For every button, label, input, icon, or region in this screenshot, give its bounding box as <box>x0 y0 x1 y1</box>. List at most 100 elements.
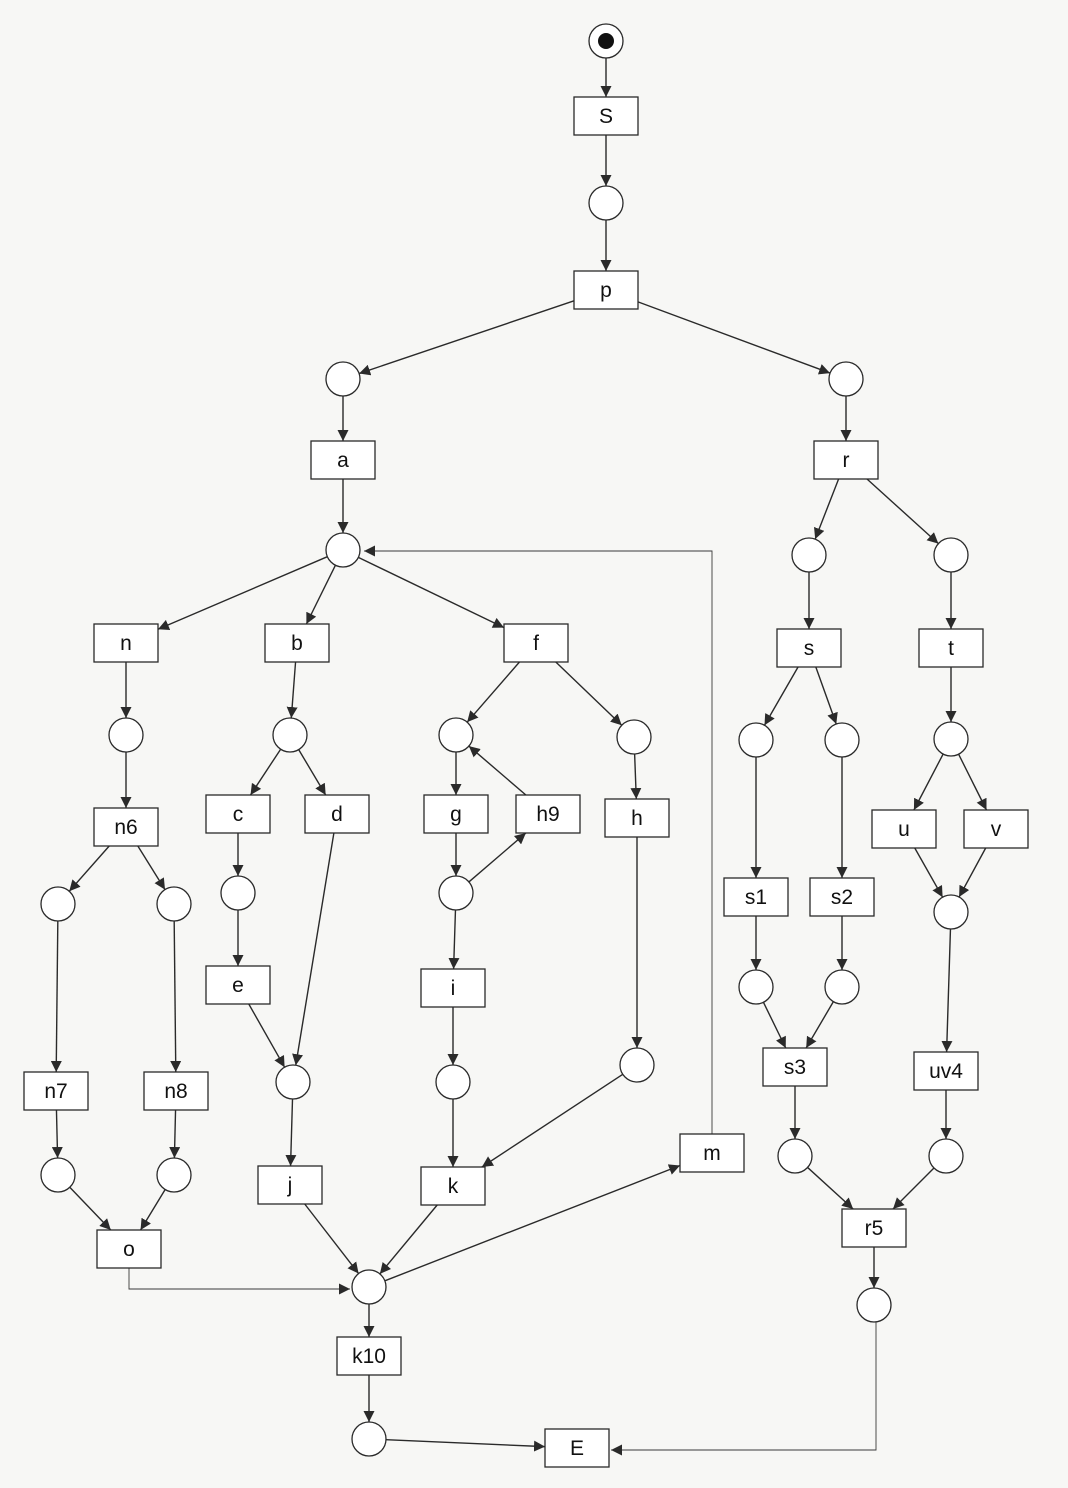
arc-p30-to-E <box>385 1439 546 1452</box>
place-p12 <box>824 722 860 758</box>
arc-p4-to-b <box>305 564 337 625</box>
transition-label: j <box>287 1174 293 1197</box>
transition-label: b <box>291 632 303 655</box>
place-circle <box>933 537 969 573</box>
transition-label: i <box>451 977 456 1000</box>
transition-label: o <box>123 1238 135 1261</box>
transition-label: n8 <box>164 1080 187 1103</box>
place-p9 <box>438 717 474 753</box>
place-circle <box>824 969 860 1005</box>
place-circle <box>791 537 827 573</box>
place-circle <box>272 717 308 753</box>
arc-p25-to-r5 <box>892 1167 935 1210</box>
arc-u-to-p18 <box>914 847 944 898</box>
transition-box <box>503 623 569 663</box>
place-circle <box>220 875 256 911</box>
transition-p: p <box>573 270 639 310</box>
transition-k10: k10 <box>336 1336 402 1376</box>
arc-f-to-p10 <box>555 661 623 726</box>
transition-box <box>336 1336 402 1376</box>
transition-n8: n8 <box>143 1071 209 1111</box>
place-p23 <box>619 1047 655 1083</box>
transitions-layer: Sp a r n b f s t n6 c d g h9 h u v s1 s2 e i n7 n8 s3 uv4 m j k o r5… <box>23 96 1029 1468</box>
place-p16 <box>220 875 256 911</box>
transition-box <box>963 809 1029 849</box>
place-circle <box>438 875 474 911</box>
transition-box <box>310 440 376 480</box>
arc-p13-to-v <box>957 753 988 811</box>
transition-b: b <box>264 623 330 663</box>
transition-label: d <box>331 803 343 826</box>
transition-E: E <box>544 1428 610 1468</box>
transition-box <box>420 968 486 1008</box>
place-circle <box>275 1064 311 1100</box>
transition-label: s2 <box>831 886 853 909</box>
transition-box <box>205 794 271 834</box>
transition-box <box>871 809 937 849</box>
arc-p13-to-u <box>913 753 944 811</box>
arc-n6-to-p14 <box>68 845 110 892</box>
transition-label: uv4 <box>929 1060 963 1083</box>
transition-label: k10 <box>352 1345 386 1368</box>
arc-p24-to-r5 <box>807 1166 854 1210</box>
arc-p28-to-m <box>384 1164 681 1282</box>
place-circle <box>325 532 361 568</box>
transition-box <box>96 1229 162 1269</box>
arc-p17-to-h9 <box>468 832 527 883</box>
place-p22 <box>435 1064 471 1100</box>
transition-box <box>143 1071 209 1111</box>
transition-box <box>679 1133 745 1173</box>
place-p8 <box>272 717 308 753</box>
transition-label: r <box>843 449 850 472</box>
place-circle <box>738 722 774 758</box>
transition-box <box>93 623 159 663</box>
transition-box <box>573 96 639 136</box>
arc-p29-to-E <box>611 1321 877 1456</box>
transition-label: g <box>450 803 462 826</box>
transition-h: h <box>604 798 670 838</box>
transition-s2: s2 <box>809 877 875 917</box>
transition-k: k <box>420 1166 486 1206</box>
transition-u: u <box>871 809 937 849</box>
transition-label: h <box>631 807 643 830</box>
arc-h9-to-p9 <box>468 745 527 796</box>
transition-box <box>841 1208 907 1248</box>
arc-p8-to-d <box>298 749 327 796</box>
place-circle <box>156 886 192 922</box>
place-p_start <box>588 23 624 59</box>
place-p20 <box>824 969 860 1005</box>
place-circle <box>588 185 624 221</box>
place-p13 <box>933 721 969 757</box>
places-layer <box>40 23 969 1457</box>
arc-r-to-p5 <box>814 478 840 540</box>
arc-p21-to-j <box>285 1098 297 1167</box>
transition-o: o <box>96 1229 162 1269</box>
arc-p20-to-s3 <box>805 1001 834 1049</box>
transition-j: j <box>257 1165 323 1205</box>
place-circle <box>435 1064 471 1100</box>
arc-d-to-p21 <box>292 832 335 1066</box>
transition-r5: r5 <box>841 1208 907 1248</box>
place-circle <box>351 1421 387 1457</box>
place-p3 <box>828 361 864 397</box>
arc-r-to-p6 <box>866 478 939 545</box>
transition-m: m <box>679 1133 745 1173</box>
transition-d: d <box>304 794 370 834</box>
transition-box <box>762 1047 828 1087</box>
arc-b-to-p8 <box>286 661 298 719</box>
place-p1 <box>588 185 624 221</box>
arc-f-to-p9 <box>466 661 521 723</box>
arc-p18-to-uv4 <box>941 928 953 1053</box>
place-p19 <box>738 969 774 1005</box>
transition-box <box>205 965 271 1005</box>
arc-k-to-p28 <box>379 1204 438 1275</box>
arc-p-to-p2 <box>358 300 575 376</box>
place-circle <box>619 1047 655 1083</box>
transition-s: s <box>776 628 842 668</box>
place-circle <box>777 1138 813 1174</box>
transition-n: n <box>93 623 159 663</box>
arc-p14-to-n7 <box>50 920 62 1073</box>
transition-label: m <box>703 1142 721 1165</box>
transition-c: c <box>205 794 271 834</box>
transition-label: n6 <box>114 816 137 839</box>
